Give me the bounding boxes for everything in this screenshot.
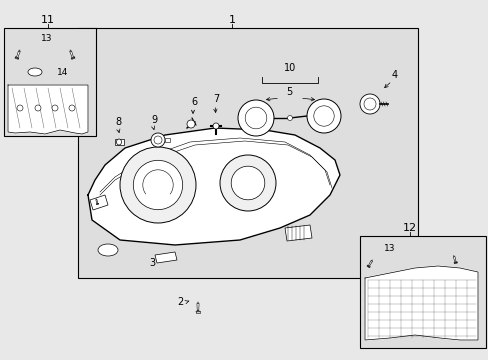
Polygon shape xyxy=(453,262,456,263)
Circle shape xyxy=(213,123,219,129)
Circle shape xyxy=(287,116,292,121)
Text: 10: 10 xyxy=(284,63,296,73)
Ellipse shape xyxy=(28,68,42,76)
Polygon shape xyxy=(452,256,455,262)
Polygon shape xyxy=(15,57,19,59)
Text: 14: 14 xyxy=(57,68,68,77)
Bar xyxy=(4,28,96,136)
Polygon shape xyxy=(70,50,71,51)
Circle shape xyxy=(120,147,196,223)
Polygon shape xyxy=(164,138,170,142)
Polygon shape xyxy=(96,199,98,203)
Polygon shape xyxy=(70,51,73,58)
Circle shape xyxy=(359,94,379,114)
Bar xyxy=(78,28,417,278)
Polygon shape xyxy=(366,265,369,268)
Polygon shape xyxy=(71,57,75,59)
Ellipse shape xyxy=(116,139,121,145)
Circle shape xyxy=(17,105,23,111)
Polygon shape xyxy=(196,311,200,312)
Polygon shape xyxy=(96,203,99,205)
Circle shape xyxy=(151,133,164,147)
Circle shape xyxy=(220,155,275,211)
Polygon shape xyxy=(71,57,75,59)
Polygon shape xyxy=(88,128,339,245)
Circle shape xyxy=(238,100,273,136)
Text: 8: 8 xyxy=(115,117,121,127)
Circle shape xyxy=(244,107,266,129)
Polygon shape xyxy=(155,252,177,263)
Polygon shape xyxy=(366,265,369,267)
Circle shape xyxy=(154,136,162,144)
Polygon shape xyxy=(17,51,20,58)
Polygon shape xyxy=(197,303,199,311)
Text: 2: 2 xyxy=(177,297,183,307)
Polygon shape xyxy=(196,311,200,312)
Ellipse shape xyxy=(98,244,118,256)
Bar xyxy=(359,236,485,348)
Polygon shape xyxy=(364,266,477,340)
Text: 11: 11 xyxy=(41,15,55,25)
Circle shape xyxy=(35,105,41,111)
Text: 9: 9 xyxy=(151,115,157,125)
Polygon shape xyxy=(453,262,456,264)
Polygon shape xyxy=(115,139,124,145)
Circle shape xyxy=(363,98,375,110)
Text: 7: 7 xyxy=(212,94,219,104)
Circle shape xyxy=(69,105,75,111)
Text: 6: 6 xyxy=(190,97,197,107)
Circle shape xyxy=(133,160,183,210)
Polygon shape xyxy=(19,50,20,51)
Polygon shape xyxy=(453,255,454,257)
Polygon shape xyxy=(8,85,88,134)
Polygon shape xyxy=(90,195,108,210)
Polygon shape xyxy=(15,57,19,59)
Circle shape xyxy=(313,106,333,126)
Circle shape xyxy=(186,120,195,128)
Polygon shape xyxy=(197,302,198,303)
Polygon shape xyxy=(285,225,311,241)
Text: 5: 5 xyxy=(285,87,291,97)
Text: 3: 3 xyxy=(149,258,155,268)
Text: 1: 1 xyxy=(228,15,235,25)
Text: 4: 4 xyxy=(391,70,397,80)
Polygon shape xyxy=(96,199,97,200)
Polygon shape xyxy=(96,203,99,204)
Circle shape xyxy=(52,105,58,111)
Text: 12: 12 xyxy=(402,223,416,233)
Circle shape xyxy=(231,166,264,200)
Circle shape xyxy=(306,99,340,133)
Polygon shape xyxy=(368,261,372,266)
Polygon shape xyxy=(370,260,372,261)
Text: 13: 13 xyxy=(384,243,395,252)
Text: 13: 13 xyxy=(41,33,53,42)
